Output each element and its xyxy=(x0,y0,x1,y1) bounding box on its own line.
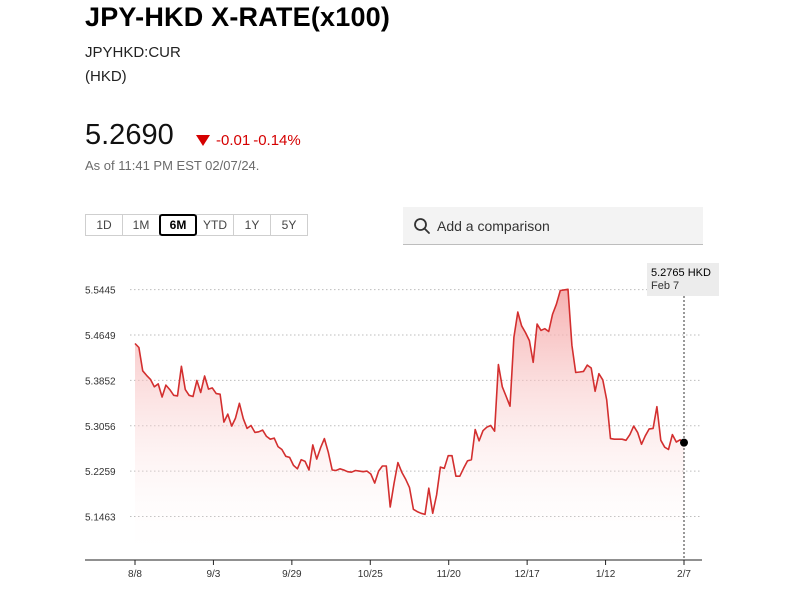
y-tick-label: 5.1463 xyxy=(85,513,116,524)
x-tick-label: 11/20 xyxy=(437,569,462,580)
x-tick-label: 12/17 xyxy=(515,569,540,580)
series-area-fill xyxy=(135,289,684,560)
x-tick-label: 8/8 xyxy=(128,569,142,580)
down-arrow-icon xyxy=(196,135,210,146)
tooltip-value: 5.2765 HKD xyxy=(651,267,711,279)
series-line xyxy=(134,288,685,516)
x-tick-label: 9/29 xyxy=(282,569,302,580)
current-price: 5.2690 xyxy=(85,119,174,151)
change-value: -0.01 xyxy=(216,132,251,149)
x-tick-label: 9/3 xyxy=(206,569,220,580)
y-tick-label: 5.3852 xyxy=(85,376,116,387)
search-icon xyxy=(414,217,430,234)
y-tick-label: 5.5445 xyxy=(85,286,116,297)
comparison-search-input[interactable]: Add a comparison xyxy=(403,207,703,245)
as-of-timestamp: As of 11:41 PM EST 02/07/24. xyxy=(85,158,260,173)
x-tick-label: 10/25 xyxy=(358,569,383,580)
y-tick-label: 5.3056 xyxy=(85,422,116,433)
range-tabs: 1D 1M 6M YTD 1Y 5Y xyxy=(85,214,308,236)
hover-tooltip: 5.2765 HKD Feb 7 xyxy=(647,263,719,296)
tab-6m[interactable]: 6M xyxy=(159,214,197,236)
cursor-point xyxy=(680,438,688,447)
tooltip-date: Feb 7 xyxy=(651,280,680,292)
page-title: JPY-HKD X-RATE(x100) xyxy=(85,2,391,32)
x-tick-label: 2/7 xyxy=(677,569,691,580)
price-change: -0.01 -0.14% xyxy=(196,132,301,149)
currency-label: (HKD) xyxy=(85,68,127,85)
comparison-placeholder: Add a comparison xyxy=(437,217,550,234)
tab-1d[interactable]: 1D xyxy=(85,214,123,236)
y-tick-label: 5.4649 xyxy=(85,331,116,342)
tab-ytd[interactable]: YTD xyxy=(196,214,234,236)
ticker-symbol: JPYHKD:CUR xyxy=(85,44,181,61)
change-percent: -0.14% xyxy=(253,132,301,149)
tab-5y[interactable]: 5Y xyxy=(270,214,308,236)
tab-1y[interactable]: 1Y xyxy=(233,214,271,236)
y-tick-label: 5.2259 xyxy=(85,467,116,478)
x-tick-label: 1/12 xyxy=(596,569,616,580)
